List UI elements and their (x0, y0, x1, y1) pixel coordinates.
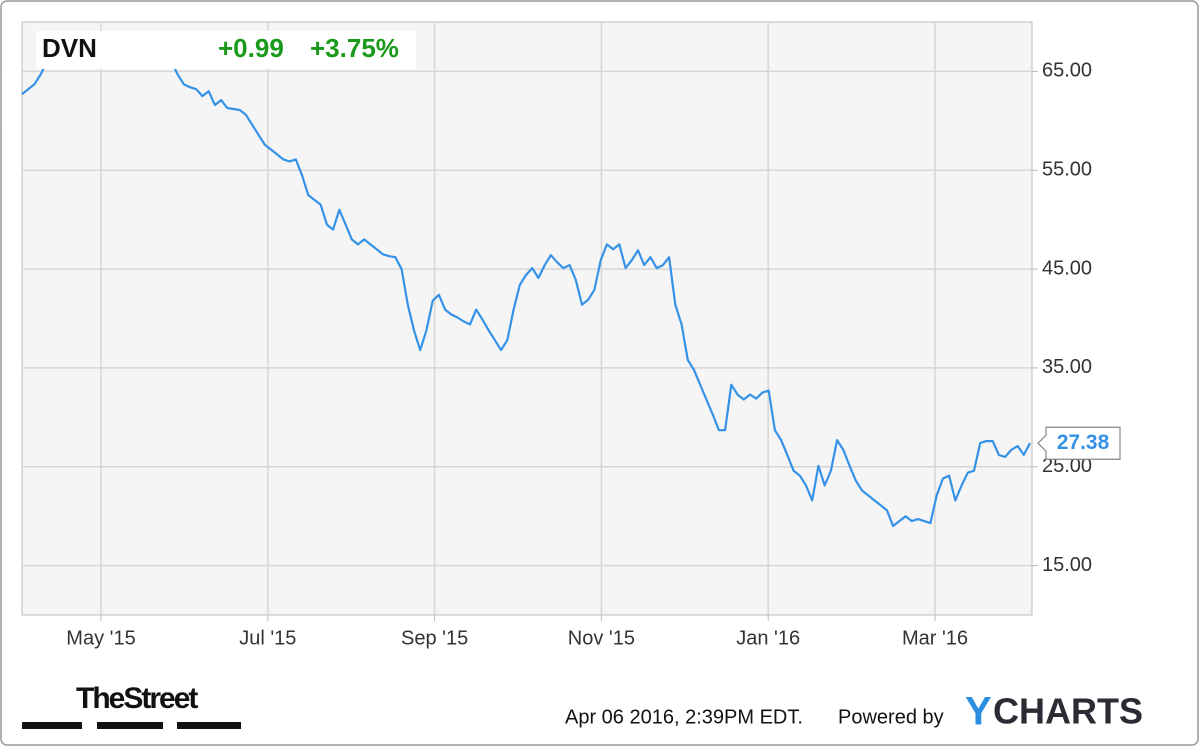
powered-by: Powered by (838, 706, 944, 728)
logo-bar (177, 722, 241, 729)
x-tick-label: May '15 (66, 627, 135, 649)
y-tick-label: 35.00 (1042, 356, 1092, 378)
price-line (21, 33, 1031, 528)
x-tick-label: Jul '15 (239, 627, 296, 649)
last-value-callout (1037, 426, 1121, 460)
x-tick-label: Sep '15 (401, 627, 468, 649)
logo-bar (22, 722, 82, 729)
y-tick-label: 55.00 (1042, 159, 1092, 181)
timestamp: Apr 06 2016, 2:39PM EDT. (565, 706, 803, 728)
publisher-logo: TheStreet (76, 682, 198, 715)
x-tick-label: Nov '15 (568, 627, 635, 649)
header-box (36, 31, 416, 69)
y-tick-label: 25.00 (1042, 455, 1092, 477)
plot-area (21, 21, 1033, 616)
y-tick-label: 65.00 (1042, 60, 1092, 82)
ticker: DVN (42, 33, 97, 63)
x-tick-label: Mar '16 (902, 627, 968, 649)
logo-bar (97, 722, 163, 729)
last-value-label: 27.38 (1057, 431, 1110, 454)
y-tick-label: 45.00 (1042, 257, 1092, 279)
series (21, 33, 1031, 528)
x-tick-label: Jan '16 (736, 627, 800, 649)
grid (22, 22, 1032, 615)
change-percent: +3.75% (310, 33, 399, 63)
y-tick-label: 15.00 (1042, 554, 1092, 576)
brand-initial: Y (965, 690, 992, 734)
change: +0.99 (218, 33, 284, 63)
brand-name: CHARTS (993, 691, 1143, 732)
